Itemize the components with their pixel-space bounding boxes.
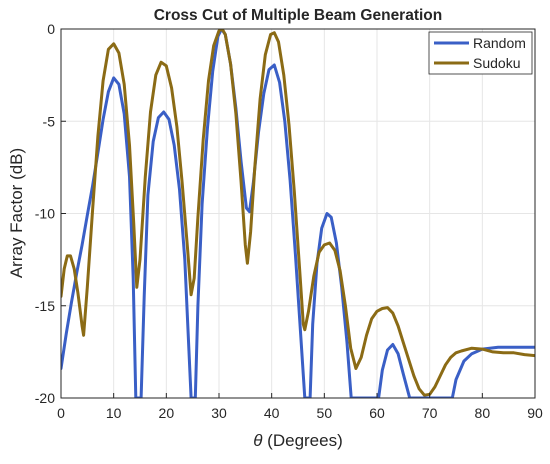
y-axis-label: Array Factor (dB) — [7, 148, 26, 278]
y-tick-label: 0 — [47, 21, 55, 37]
series-layer — [61, 29, 535, 398]
x-axis-label-text: (Degrees) — [262, 431, 342, 450]
x-tick-label: 60 — [369, 405, 385, 421]
legend-label-sudoku: Sudoku — [473, 55, 520, 71]
x-tick-label: 50 — [317, 405, 333, 421]
x-tick-label: 0 — [57, 405, 65, 421]
series-line-random — [61, 29, 535, 398]
x-tick-label: 70 — [422, 405, 438, 421]
x-tick-label: 40 — [264, 405, 280, 421]
series-line-sudoku — [61, 29, 535, 397]
y-tick-label: -5 — [43, 113, 56, 129]
x-tick-label: 20 — [159, 405, 175, 421]
y-tick-label: -15 — [35, 298, 55, 314]
x-tick-label: 80 — [475, 405, 491, 421]
chart-title: Cross Cut of Multiple Beam Generation — [154, 7, 443, 24]
legend-box — [428, 31, 533, 75]
x-tick-label: 10 — [106, 405, 122, 421]
y-tick-label: -20 — [35, 390, 55, 406]
y-tick-label: -10 — [35, 206, 55, 222]
x-tick-label: 30 — [211, 405, 227, 421]
ticks: 0 10 20 30 40 50 60 70 80 90 0 -5 -10 -15 -20 — [35, 21, 543, 421]
x-axis-label-symbol: θ — [253, 431, 263, 450]
legend-label-random: Random — [473, 35, 526, 51]
x-tick-label: 90 — [527, 405, 543, 421]
x-axis-label: θ (Degrees) — [253, 431, 343, 450]
legend: Random Sudoku — [428, 31, 533, 75]
